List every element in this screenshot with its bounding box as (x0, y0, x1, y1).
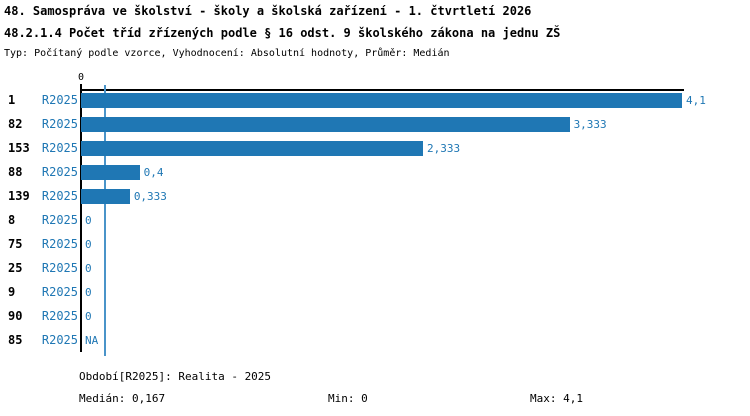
y-axis-line (80, 84, 82, 352)
indicator-title: 48.2.1.4 Počet tříd zřízených podle § 16… (4, 26, 561, 40)
bar-value-label: NA (85, 333, 99, 347)
bar (81, 188, 130, 204)
bar (81, 92, 682, 108)
footer-max: Max: 4,1 (530, 392, 583, 405)
row-series-label: R2025 (41, 140, 78, 155)
footer-median: Medián: 0,167 (79, 392, 166, 405)
indicator-meta: Typ: Počítaný podle vzorce, Vyhodnocení:… (4, 48, 450, 59)
row-series-label: R2025 (41, 164, 78, 179)
row-category-label: 1 (8, 92, 16, 107)
bar-value-label: 0,4 (143, 165, 164, 179)
bar-value-label: 0 (85, 237, 92, 251)
row-category-label: 82 (8, 116, 23, 131)
row-category-label: 85 (8, 332, 23, 347)
row-series-label: R2025 (41, 188, 78, 203)
bar-value-label: 0 (85, 261, 92, 275)
row-category-label: 90 (8, 308, 23, 323)
row-category-label: 25 (8, 260, 23, 275)
bar (81, 164, 140, 180)
bar-value-label: 0,333 (133, 189, 167, 203)
row-series-label: R2025 (41, 284, 78, 299)
x-axis-line (80, 89, 684, 91)
row-category-label: 75 (8, 236, 23, 251)
median-gridline (104, 85, 107, 356)
footer-min: Min: 0 (328, 392, 368, 405)
row-category-label: 153 (8, 140, 30, 155)
row-series-label: R2025 (41, 92, 78, 107)
row-series-label: R2025 (41, 212, 78, 227)
bar-value-label: 0 (85, 213, 92, 227)
footer-period: Období[R2025]: Realita - 2025 (79, 370, 272, 383)
row-series-label: R2025 (41, 236, 78, 251)
row-series-label: R2025 (41, 308, 78, 323)
row-series-label: R2025 (41, 332, 78, 347)
bar-value-label: 0 (85, 285, 92, 299)
bar (81, 116, 570, 132)
row-category-label: 9 (8, 284, 16, 299)
bar-value-label: 2,333 (426, 141, 461, 155)
bar-value-label: 3,333 (573, 117, 607, 131)
bar (81, 140, 423, 156)
report-title: 48. Samospráva ve školství - školy a ško… (4, 4, 532, 18)
x-axis-tick-zero: 0 (77, 72, 85, 83)
row-category-label: 8 (8, 212, 16, 227)
row-series-label: R2025 (41, 260, 78, 275)
row-category-label: 88 (8, 164, 23, 179)
bar-value-label: 4,1 (686, 93, 706, 107)
bar-value-label: 0 (85, 309, 92, 323)
row-series-label: R2025 (41, 116, 78, 131)
row-category-label: 139 (8, 188, 30, 203)
